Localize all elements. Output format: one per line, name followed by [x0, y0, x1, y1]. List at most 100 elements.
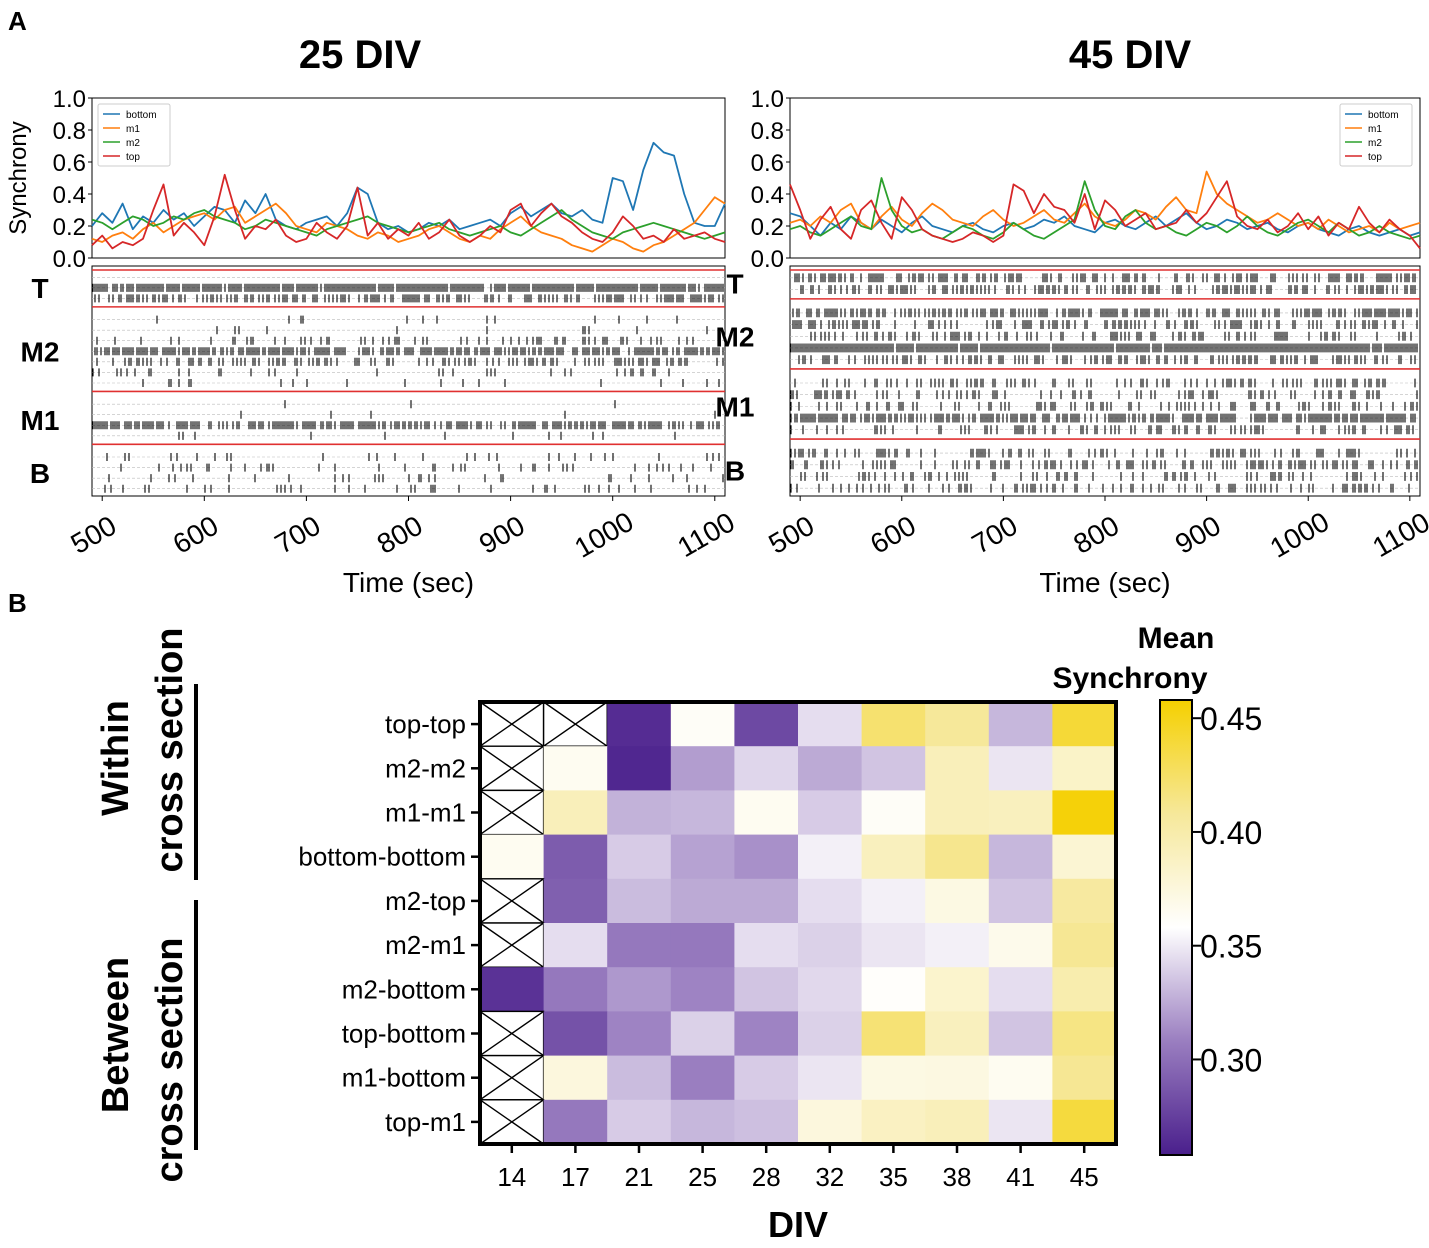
group-label-M1: M1 — [716, 391, 755, 422]
heatmap-cell-cross — [479, 789, 544, 836]
heatmap-cell — [798, 1055, 863, 1101]
spike-train-row — [790, 460, 1418, 470]
heatmap-cell — [861, 746, 926, 791]
heatmap-cell-cross — [479, 701, 544, 747]
y-tick-label: 0.4 — [751, 182, 784, 209]
heatmap-cell — [543, 1055, 608, 1101]
x-axis-label: Time (sec) — [1039, 567, 1170, 598]
y-tick-label: 1.0 — [53, 86, 86, 113]
heatmap-cell — [798, 878, 863, 924]
heatmap-cell — [543, 1099, 608, 1145]
spike-train-row — [790, 343, 1418, 353]
heatmap-cell — [670, 746, 735, 791]
heatmap-cell-cross — [479, 922, 544, 968]
legend-label-bottom: bottom — [1368, 110, 1399, 121]
heatmap-cell — [861, 790, 926, 836]
col-label: 35 — [879, 1162, 908, 1192]
spike-train-row — [794, 273, 1416, 283]
heatmap-cell — [988, 923, 1053, 968]
heatmap-cell — [861, 834, 926, 880]
heatmap-cell — [988, 1055, 1053, 1101]
heatmap-cell — [1052, 1099, 1117, 1145]
spike-train-row — [792, 308, 1418, 318]
y-tick-label: 0.4 — [53, 182, 86, 209]
spike-train-row — [800, 472, 1418, 481]
spike-train-row — [92, 368, 670, 377]
group-label-T: T — [31, 273, 48, 304]
spike-train-row — [794, 378, 1416, 388]
spike-train-row — [790, 401, 1418, 411]
heatmap-cell — [1052, 1011, 1117, 1057]
heatmap-cell — [734, 1011, 799, 1057]
group-label-B: B — [30, 458, 50, 489]
heatmap-cell — [925, 702, 990, 747]
heatmap-cell — [607, 834, 672, 880]
heatmap-cell — [543, 878, 608, 924]
heatmap-cell — [925, 746, 990, 791]
row-label: m2-m2 — [385, 753, 466, 783]
group-label-M1: M1 — [21, 405, 60, 436]
spike-train-row — [156, 315, 678, 324]
heatmap-cell — [861, 967, 926, 1012]
legend-label-m1: m1 — [1368, 124, 1382, 135]
heatmap-cell — [1052, 702, 1117, 747]
heatmap-cell — [670, 834, 735, 880]
heatmap-cell — [1052, 967, 1117, 1012]
heatmap-cell — [607, 878, 672, 924]
y-tick-label: 0.6 — [53, 150, 86, 177]
heatmap-cell — [670, 1099, 735, 1145]
row-group-label-line1: Between — [95, 957, 137, 1113]
heatmap-cell — [925, 1099, 990, 1145]
y-tick-label: 0.8 — [751, 118, 784, 145]
panel-a-label: A — [8, 6, 27, 36]
group-label-B: B — [725, 456, 745, 487]
y-tick-label: 0.0 — [53, 246, 86, 273]
col-label: 38 — [943, 1162, 972, 1192]
y-axis-label: Synchrony — [5, 121, 32, 234]
heatmap-cell — [925, 1011, 990, 1057]
legend-label-bottom: bottom — [126, 110, 157, 121]
heatmap-cell — [734, 834, 799, 880]
spike-train-row — [96, 336, 694, 345]
heatmap-cell — [861, 1011, 926, 1057]
y-tick-label: 0.8 — [53, 118, 86, 145]
spike-train-row — [92, 421, 720, 430]
heatmap-cell-cross — [479, 878, 544, 924]
heatmap-cell — [925, 878, 990, 924]
row-group-label-line2: cross section — [149, 938, 191, 1183]
y-tick-label: 1.0 — [751, 86, 784, 113]
legend-label-top: top — [1368, 152, 1382, 163]
legend-label-top: top — [126, 152, 140, 163]
col-label: 32 — [815, 1162, 844, 1192]
y-tick-label: 0.2 — [53, 214, 86, 241]
spike-train-row — [96, 357, 724, 366]
heatmap-cell — [734, 967, 799, 1012]
heatmap-cell — [670, 967, 735, 1012]
group-label-T: T — [726, 269, 743, 300]
row-label: m2-m1 — [385, 930, 466, 960]
spike-train-row — [790, 413, 1416, 423]
heatmap-cell — [734, 1099, 799, 1145]
heatmap-cell — [1052, 746, 1117, 791]
heatmap-cell — [988, 790, 1053, 836]
group-label-M2: M2 — [716, 321, 755, 352]
heatmap-cell — [1052, 1055, 1117, 1101]
heatmap-cell — [798, 790, 863, 836]
heatmap-cell — [607, 790, 672, 836]
spike-train-row — [104, 484, 706, 493]
spike-train-row — [790, 425, 1414, 435]
colorbar-title-line2: Synchrony — [1052, 662, 1207, 695]
spike-train-row — [106, 453, 720, 461]
heatmap-cell — [925, 790, 990, 836]
heatmap-cell — [607, 746, 672, 791]
heatmap-cell — [861, 1055, 926, 1101]
spike-train-row — [108, 474, 724, 483]
heatmap-cell — [734, 923, 799, 968]
heatmap-cell — [607, 923, 672, 968]
row-label: top-m1 — [385, 1107, 466, 1137]
heatmap-cell — [988, 1099, 1053, 1145]
heatmap-cell — [988, 746, 1053, 791]
col-label: 21 — [625, 1162, 654, 1192]
heatmap-cell — [798, 1099, 863, 1145]
heatmap-cell-cross — [479, 1010, 544, 1057]
